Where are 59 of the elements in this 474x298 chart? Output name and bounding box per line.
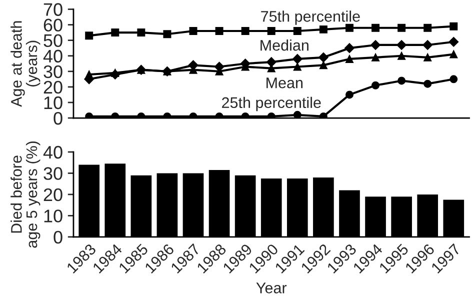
point (424, 53, 432, 62)
point (85, 112, 94, 118)
y-tick-label: 10 (44, 96, 62, 110)
y-tick-label: 20 (44, 80, 62, 94)
series-label: Mean (266, 78, 303, 88)
point (398, 52, 406, 60)
point (137, 28, 146, 37)
point (450, 50, 458, 58)
point (398, 76, 406, 85)
point (319, 25, 328, 34)
point (344, 43, 354, 54)
point (345, 90, 354, 99)
point (85, 70, 94, 78)
point (424, 80, 432, 88)
point (370, 40, 380, 50)
y-tick-label: 0 (54, 230, 62, 244)
point (424, 24, 432, 32)
y-tick-label: 60 (44, 18, 62, 32)
y-tick-label: 40 (43, 146, 62, 159)
point (111, 68, 120, 77)
y-tick-label: 20 (44, 188, 62, 202)
y-tick-label: 50 (44, 34, 62, 48)
point (396, 40, 406, 50)
point (85, 32, 94, 40)
series-label: Median (260, 40, 308, 51)
point (448, 36, 459, 47)
y-tick-label: 40 (43, 50, 62, 63)
point (345, 54, 354, 63)
point (293, 62, 302, 71)
point (163, 30, 172, 38)
point (318, 52, 328, 62)
point (398, 24, 406, 32)
point (267, 112, 276, 118)
point (241, 27, 250, 35)
series-label: 75th percentile (261, 10, 360, 25)
point (422, 40, 433, 50)
y-axis-title: Age at death (years) (10, 21, 40, 107)
point (215, 27, 224, 35)
point (372, 24, 380, 32)
y-tick-label: 70 (44, 3, 62, 16)
y-tick-label: 0 (54, 112, 62, 125)
point (319, 112, 328, 118)
y-tick-label: 30 (44, 167, 62, 180)
point (292, 54, 302, 64)
point (450, 22, 458, 30)
y-tick-label: 30 (44, 65, 62, 78)
point (372, 81, 380, 90)
y-axis-title: Died before age 5 years (%) (10, 141, 40, 248)
point (293, 27, 302, 35)
point (266, 57, 276, 68)
point (450, 75, 458, 84)
x-axis-title: Year (256, 282, 287, 294)
point (189, 27, 198, 35)
point (319, 61, 328, 70)
y-tick-label: 10 (44, 210, 62, 222)
point (267, 27, 276, 35)
point (111, 28, 120, 37)
point (372, 53, 380, 62)
series-label: 25th percentile (222, 96, 321, 112)
